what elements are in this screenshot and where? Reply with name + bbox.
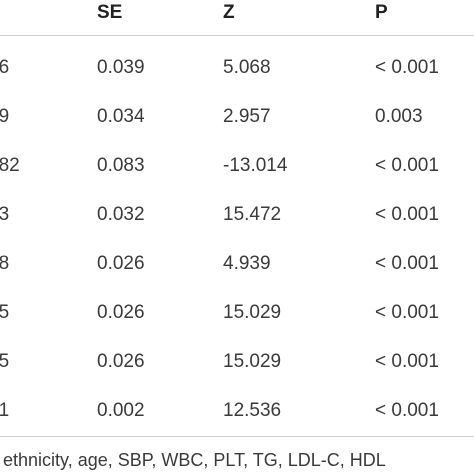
bottom-rule	[0, 436, 474, 437]
se-cell: 0.083	[97, 155, 145, 176]
z-cell: 15.472	[223, 204, 282, 225]
z-cell: 4.939	[223, 253, 271, 274]
z-cell: 12.536	[223, 400, 282, 421]
se-cell: 0.026	[97, 351, 145, 372]
z-cell: -13.014	[223, 155, 288, 176]
se-cell: 0.032	[97, 204, 145, 225]
header-p: P	[375, 2, 388, 23]
table-row: 99 0.034 2.957 0.003	[0, 91, 474, 140]
se-cell: 0.002	[97, 400, 145, 421]
z-cell: 5.068	[223, 57, 271, 78]
table-footnote: r, ethnicity, age, SBP, WBC, PLT, TG, LD…	[0, 450, 386, 470]
table-row: 96 0.039 5.068 < 0.001	[0, 42, 474, 91]
table-row: 93 0.032 15.472 < 0.001	[0, 189, 474, 238]
header-z: Z	[223, 2, 235, 23]
table-row: 31 0.002 12.536 < 0.001	[0, 385, 474, 434]
table-row: 28 0.026 4.939 < 0.001	[0, 238, 474, 287]
z-cell: 2.957	[223, 106, 271, 127]
estimate-cell: 35	[0, 351, 10, 372]
p-cell: < 0.001	[375, 253, 439, 274]
p-cell: < 0.001	[375, 155, 439, 176]
estimate-cell: 182	[0, 155, 20, 176]
estimate-cell: 31	[0, 400, 10, 421]
z-cell: 15.029	[223, 351, 282, 372]
table-header: SE Z P	[0, 0, 474, 35]
se-cell: 0.026	[97, 253, 145, 274]
p-cell: < 0.001	[375, 302, 439, 323]
table-row: 35 0.026 15.029 < 0.001	[0, 287, 474, 336]
p-cell: < 0.001	[375, 351, 439, 372]
table-row: 35 0.026 15.029 < 0.001	[0, 336, 474, 385]
p-cell: 0.003	[375, 106, 423, 127]
z-cell: 15.029	[223, 302, 282, 323]
p-cell: < 0.001	[375, 400, 439, 421]
se-cell: 0.034	[97, 106, 145, 127]
estimate-cell: 28	[0, 253, 10, 274]
header-se: SE	[97, 2, 123, 23]
estimate-cell: 93	[0, 204, 10, 225]
estimate-cell: 96	[0, 57, 10, 78]
estimate-cell: 99	[0, 106, 10, 127]
table-row: 182 0.083 -13.014 < 0.001	[0, 140, 474, 189]
p-cell: < 0.001	[375, 204, 439, 225]
p-cell: < 0.001	[375, 57, 439, 78]
se-cell: 0.039	[97, 57, 145, 78]
estimate-cell: 35	[0, 302, 10, 323]
header-rule	[0, 35, 474, 36]
se-cell: 0.026	[97, 302, 145, 323]
